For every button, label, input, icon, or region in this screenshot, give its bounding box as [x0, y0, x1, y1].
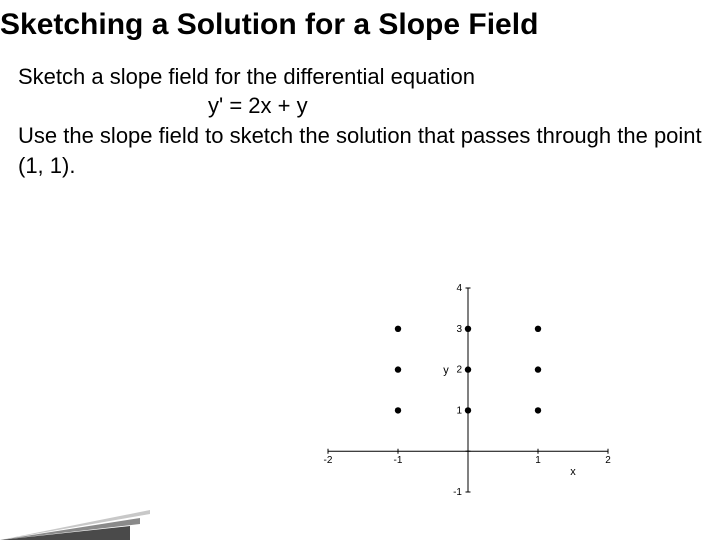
- body-text: Sketch a slope field for the differentia…: [0, 44, 720, 181]
- svg-text:y: y: [443, 365, 449, 377]
- svg-text:1: 1: [535, 455, 541, 466]
- svg-text:-2: -2: [324, 455, 333, 466]
- page-title: Sketching a Solution for a Slope Field: [0, 0, 720, 44]
- slope-field-chart: -2 -1 1 2 -1 1 2 3 4 x y: [300, 280, 620, 520]
- body-line2: Use the slope field to sketch the soluti…: [18, 121, 710, 180]
- corner-decoration: [0, 480, 160, 540]
- svg-text:2: 2: [456, 365, 462, 376]
- svg-text:1: 1: [456, 405, 462, 416]
- equation: y' = 2x + y: [18, 91, 710, 121]
- svg-text:4: 4: [456, 283, 462, 294]
- svg-text:x: x: [570, 466, 576, 478]
- svg-text:3: 3: [456, 324, 462, 335]
- svg-text:-1: -1: [394, 455, 403, 466]
- svg-text:-1: -1: [453, 487, 462, 498]
- body-line1: Sketch a slope field for the differentia…: [18, 62, 710, 92]
- svg-text:2: 2: [605, 455, 611, 466]
